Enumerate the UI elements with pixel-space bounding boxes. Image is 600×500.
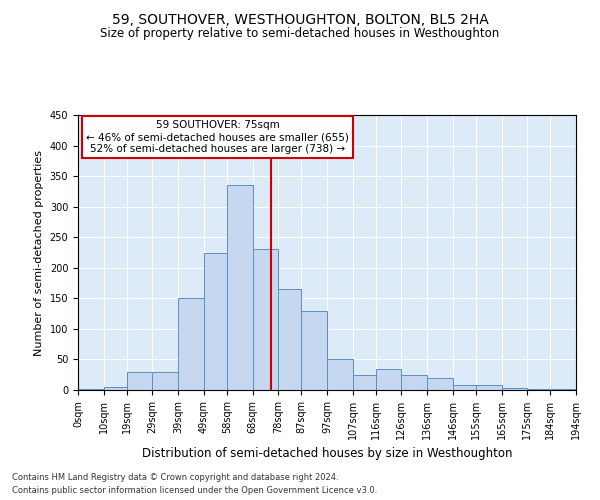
Bar — [353, 374, 376, 390]
Bar — [227, 186, 253, 390]
Bar — [301, 310, 327, 390]
Bar — [502, 388, 527, 390]
Bar — [152, 372, 178, 390]
Text: Size of property relative to semi-detached houses in Westhoughton: Size of property relative to semi-detach… — [100, 28, 500, 40]
Bar — [127, 372, 152, 390]
Bar — [204, 252, 227, 390]
Bar — [401, 374, 427, 390]
Text: 59 SOUTHOVER: 75sqm
← 46% of semi-detached houses are smaller (655)
52% of semi-: 59 SOUTHOVER: 75sqm ← 46% of semi-detach… — [86, 120, 349, 154]
Bar — [527, 389, 550, 390]
Bar — [178, 298, 204, 390]
Text: 59, SOUTHOVER, WESTHOUGHTON, BOLTON, BL5 2HA: 59, SOUTHOVER, WESTHOUGHTON, BOLTON, BL5… — [112, 12, 488, 26]
Bar — [253, 250, 278, 390]
Bar — [427, 378, 453, 390]
Bar — [278, 289, 301, 390]
Bar — [104, 387, 127, 390]
Bar — [476, 385, 502, 390]
Bar — [327, 360, 353, 390]
X-axis label: Distribution of semi-detached houses by size in Westhoughton: Distribution of semi-detached houses by … — [142, 448, 512, 460]
Bar — [550, 389, 576, 390]
Text: Contains HM Land Registry data © Crown copyright and database right 2024.: Contains HM Land Registry data © Crown c… — [12, 474, 338, 482]
Bar — [78, 389, 104, 390]
Bar — [453, 385, 476, 390]
Y-axis label: Number of semi-detached properties: Number of semi-detached properties — [34, 150, 44, 356]
Bar — [376, 368, 401, 390]
Text: Contains public sector information licensed under the Open Government Licence v3: Contains public sector information licen… — [12, 486, 377, 495]
